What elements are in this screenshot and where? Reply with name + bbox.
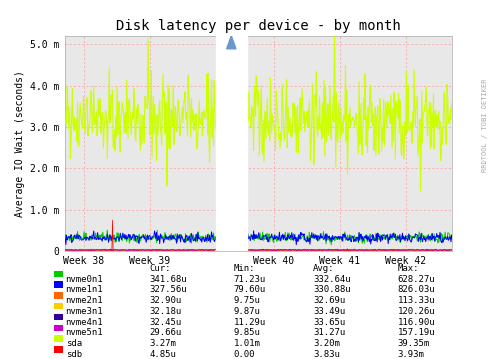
Text: nvme5n1: nvme5n1 — [66, 328, 103, 337]
Text: Cur:: Cur: — [149, 264, 170, 273]
Text: 33.49u: 33.49u — [313, 307, 345, 316]
Text: 71.23u: 71.23u — [234, 275, 266, 284]
Text: 157.19u: 157.19u — [398, 328, 435, 337]
Text: 32.69u: 32.69u — [313, 296, 345, 305]
Text: 39.35m: 39.35m — [398, 339, 430, 348]
Text: 29.66u: 29.66u — [149, 328, 181, 337]
Text: 3.93m: 3.93m — [398, 350, 424, 359]
Text: 11.29u: 11.29u — [234, 318, 266, 327]
Text: 32.90u: 32.90u — [149, 296, 181, 305]
Text: Min:: Min: — [234, 264, 255, 273]
Text: 33.65u: 33.65u — [313, 318, 345, 327]
Text: 3.20m: 3.20m — [313, 339, 340, 348]
Text: Avg:: Avg: — [313, 264, 334, 273]
Text: nvme1n1: nvme1n1 — [66, 285, 103, 294]
Text: 9.87u: 9.87u — [234, 307, 260, 316]
Text: 116.90u: 116.90u — [398, 318, 435, 327]
Text: 31.27u: 31.27u — [313, 328, 345, 337]
Text: 330.88u: 330.88u — [313, 285, 351, 294]
Text: nvme4n1: nvme4n1 — [66, 318, 103, 327]
Y-axis label: Average IO Wait (seconds): Average IO Wait (seconds) — [15, 70, 25, 217]
Text: 341.68u: 341.68u — [149, 275, 187, 284]
Polygon shape — [227, 36, 236, 49]
Text: 4.85u: 4.85u — [149, 350, 176, 359]
Text: 1.01m: 1.01m — [234, 339, 260, 348]
Text: RRDTOOL / TOBI OETIKER: RRDTOOL / TOBI OETIKER — [482, 79, 488, 172]
Text: 327.56u: 327.56u — [149, 285, 187, 294]
Text: 120.26u: 120.26u — [398, 307, 435, 316]
Text: Max:: Max: — [398, 264, 419, 273]
Text: 79.60u: 79.60u — [234, 285, 266, 294]
Text: 9.75u: 9.75u — [234, 296, 260, 305]
Text: sda: sda — [66, 339, 82, 348]
Text: 9.85u: 9.85u — [234, 328, 260, 337]
Text: nvme0n1: nvme0n1 — [66, 275, 103, 284]
Text: 32.45u: 32.45u — [149, 318, 181, 327]
Bar — [216, 36, 247, 251]
Text: 3.83u: 3.83u — [313, 350, 340, 359]
Text: sdb: sdb — [66, 350, 82, 359]
Text: 3.27m: 3.27m — [149, 339, 176, 348]
Text: 113.33u: 113.33u — [398, 296, 435, 305]
Text: 628.27u: 628.27u — [398, 275, 435, 284]
Text: 332.64u: 332.64u — [313, 275, 351, 284]
Title: Disk latency per device - by month: Disk latency per device - by month — [116, 19, 401, 33]
Text: nvme3n1: nvme3n1 — [66, 307, 103, 316]
Text: 32.18u: 32.18u — [149, 307, 181, 316]
Text: 826.03u: 826.03u — [398, 285, 435, 294]
Text: nvme2n1: nvme2n1 — [66, 296, 103, 305]
Text: 0.00: 0.00 — [234, 350, 255, 359]
